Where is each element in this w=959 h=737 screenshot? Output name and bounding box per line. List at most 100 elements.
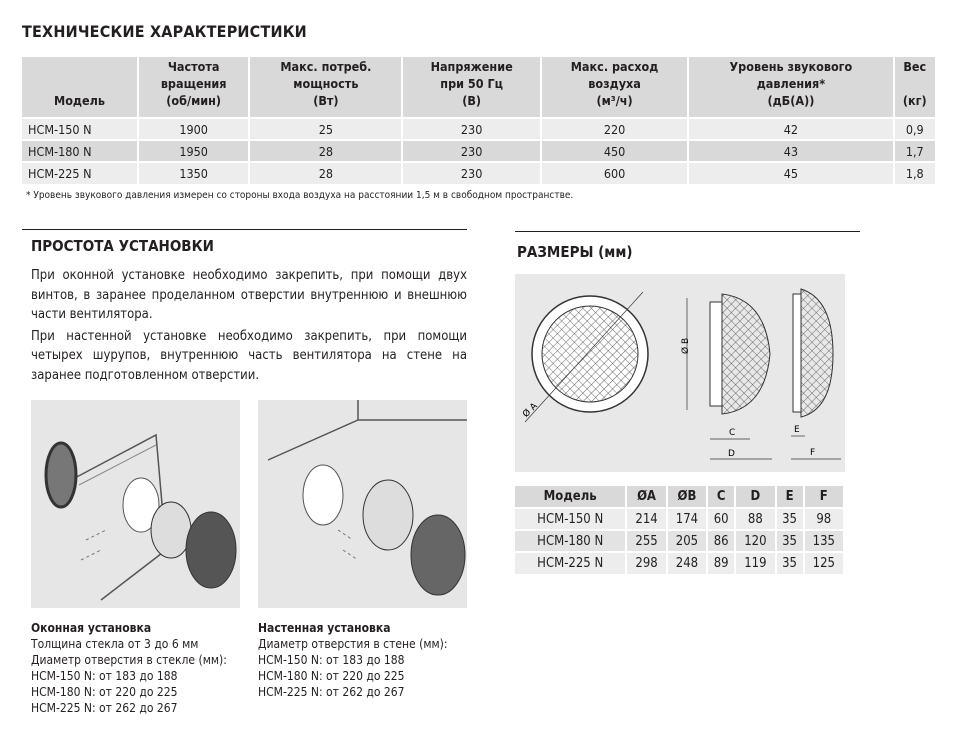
table-cell: HCM-225 N (515, 551, 628, 574)
caption-line: HCM-225 N: от 262 до 267 (258, 685, 405, 699)
table-cell: 230 (402, 161, 542, 184)
column-header: Уровень звукового давления* (дБ(А)) (688, 57, 895, 118)
table-cell: 98 (803, 507, 846, 530)
table-cell: 230 (402, 139, 542, 162)
label-d: D (728, 449, 735, 459)
caption-line: Диаметр отверстия в стекле (мм): (31, 653, 227, 667)
caption-line: Толщина стекла от 3 до 6 мм (31, 637, 199, 651)
table-cell: 42 (688, 117, 895, 140)
table-cell: 600 (540, 161, 690, 184)
table-cell: 35 (775, 529, 805, 552)
caption-title: Оконная установка (31, 621, 152, 635)
table-cell: 0,9 (893, 117, 938, 140)
table-cell: 1,7 (893, 139, 938, 162)
label-c: C (729, 428, 735, 438)
header-line: воздуха (588, 76, 641, 91)
column-header: ØA (626, 486, 668, 508)
table-cell: 1350 (138, 161, 251, 184)
dimensions-title: РАЗМЕРЫ (мм) (517, 243, 633, 261)
table-cell: 88 (735, 507, 777, 530)
caption-line: Диаметр отверстия в стене (мм): (258, 637, 448, 651)
column-header: D (735, 486, 777, 508)
window-install-caption: Оконная установка Толщина стекла от 3 до… (31, 620, 227, 716)
header-line: Вес (903, 59, 927, 74)
header-line: при 50 Гц (440, 76, 503, 91)
header-line: Макс. потреб. (280, 59, 372, 74)
table-cell: 120 (735, 529, 777, 552)
table-cell: 1900 (138, 117, 251, 140)
table-cell: HCM-150 N (22, 117, 139, 140)
table-cell: 45 (688, 161, 895, 184)
column-header: C (707, 486, 737, 508)
table-cell: 28 (249, 139, 404, 162)
paragraph: При оконной установке необходимо закрепи… (31, 268, 467, 322)
header-line (895, 75, 935, 92)
table-cell: 135 (803, 529, 846, 552)
divider (22, 229, 467, 230)
header-line: (кг) (902, 93, 927, 108)
paragraph: При настенной установке необходимо закре… (31, 328, 467, 383)
footnote: * Уровень звукового давления измерен со … (26, 190, 574, 201)
column-header: Модель (515, 486, 628, 508)
header-line: (м³/ч) (596, 93, 633, 108)
caption-line: HCM-150 N: от 183 до 188 (258, 653, 405, 667)
caption-line: HCM-150 N: от 183 до 188 (31, 669, 178, 683)
table-cell: 35 (775, 551, 805, 574)
column-header: Макс. потреб. мощность (Вт) (249, 57, 404, 118)
table-cell: HCM-180 N (515, 529, 628, 552)
table-cell: 255 (626, 529, 668, 552)
header-line: мощность (293, 76, 359, 91)
caption-line: HCM-180 N: от 220 до 225 (31, 685, 178, 699)
window-install-illustration (31, 400, 240, 608)
table-cell: 230 (402, 117, 542, 140)
column-header: Частота вращения (об/мин) (138, 57, 251, 118)
column-header: Модель (22, 57, 139, 118)
table-cell: 60 (707, 507, 737, 530)
dimensions-diagram: Ø A Ø B C D E F (515, 274, 845, 472)
divider (515, 231, 860, 232)
header-line: давления* (756, 76, 826, 91)
caption-line: HCM-180 N: от 220 до 225 (258, 669, 405, 683)
column-header: ØB (666, 486, 709, 508)
table-cell: 1,8 (893, 161, 938, 184)
table-row: HCM-150 N 1900 25 230 220 42 0,9 (22, 117, 938, 140)
table-cell: 298 (626, 551, 668, 574)
table-row: HCM-150 N 214 174 60 88 35 98 (515, 507, 846, 530)
install-text: При оконной установке необходимо закрепи… (31, 266, 467, 387)
table-cell: 450 (540, 139, 690, 162)
table-row: HCM-225 N 1350 28 230 600 45 1,8 (22, 161, 938, 184)
table-cell: 125 (803, 551, 846, 574)
table-cell: HCM-150 N (515, 507, 628, 530)
table-cell: 1950 (138, 139, 251, 162)
table-row: HCM-180 N 1950 28 230 450 43 1,7 (22, 139, 938, 162)
header-line: Частота (167, 59, 220, 74)
table-cell: 43 (688, 139, 895, 162)
table-cell: 25 (249, 117, 404, 140)
wall-install-caption: Настенная установка Диаметр отверстия в … (258, 620, 447, 700)
table-cell: 89 (707, 551, 737, 574)
label-a: Ø A (521, 400, 541, 420)
table-cell: 28 (249, 161, 404, 184)
column-header: Напряжение при 50 Гц (В) (402, 57, 542, 118)
table-cell: 174 (666, 507, 709, 530)
install-title: ПРОСТОТА УСТАНОВКИ (31, 237, 214, 255)
label-e: E (794, 425, 800, 435)
header-line: вращения (160, 76, 227, 91)
table-cell: HCM-225 N (22, 161, 139, 184)
table-row: HCM-180 N 255 205 86 120 35 135 (515, 529, 846, 552)
table-cell: 86 (707, 529, 737, 552)
table-cell: HCM-180 N (22, 139, 139, 162)
wall-install-illustration (258, 400, 467, 608)
column-header: Вес (кг) (893, 57, 938, 118)
table-row: HCM-225 N 298 248 89 119 35 125 (515, 551, 846, 574)
label-f: F (810, 448, 815, 458)
column-header: Макс. расход воздуха (м³/ч) (540, 57, 690, 118)
header-line: (В) (462, 93, 482, 108)
table-cell: 35 (775, 507, 805, 530)
page-title: ТЕХНИЧЕСКИЕ ХАРАКТЕРИСТИКИ (22, 22, 307, 41)
caption-line: HCM-225 N: от 262 до 267 (31, 701, 178, 715)
column-header: E (775, 486, 805, 508)
header-line: (Вт) (313, 93, 339, 108)
table-cell: 119 (735, 551, 777, 574)
header-line: Уровень звукового (729, 59, 853, 74)
